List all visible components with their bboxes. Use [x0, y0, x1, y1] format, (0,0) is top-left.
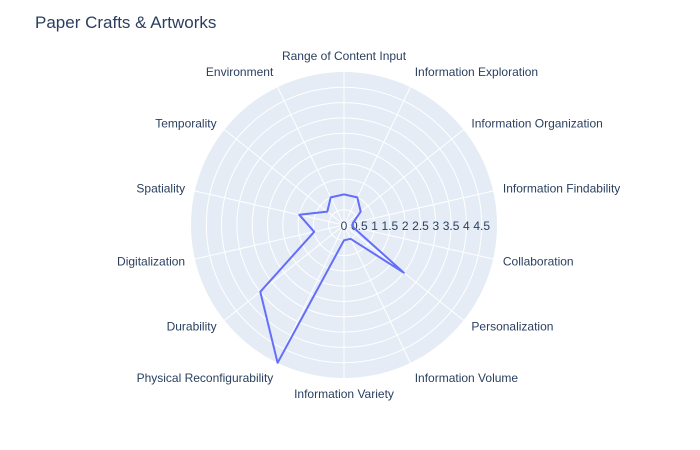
- category-label: Physical Reconfigurability: [137, 371, 274, 385]
- category-label: Personalization: [471, 320, 553, 334]
- radial-tick-label: 1: [371, 219, 378, 233]
- radial-grid-circle: [297, 178, 391, 272]
- category-label: Collaboration: [503, 254, 574, 268]
- radial-tick-label: 4: [463, 219, 470, 233]
- radial-grid-circle: [221, 102, 467, 348]
- chart-title: Paper Crafts & Artworks: [35, 13, 217, 32]
- radial-grid-circle: [267, 148, 421, 302]
- category-label: Durability: [167, 320, 217, 334]
- category-label: Information Exploration: [415, 65, 538, 79]
- radial-grid-circle: [236, 117, 452, 333]
- radial-grid-circle: [282, 163, 406, 287]
- radial-tick-label: 0: [341, 219, 348, 233]
- radial-tick-label: 4.5: [473, 219, 490, 233]
- radial-tick-label: 3: [432, 219, 439, 233]
- radial-tick-label: 1.5: [382, 219, 399, 233]
- series-line: [259, 193, 405, 364]
- category-label: Information Volume: [415, 371, 519, 385]
- category-label: Environment: [206, 65, 274, 79]
- radial-tick-label: 2.5: [412, 219, 429, 233]
- radial-grid-circle: [205, 86, 483, 364]
- category-label: Digitalization: [117, 254, 185, 268]
- category-label: Information Organization: [471, 116, 602, 130]
- category-label: Range of Content Input: [282, 49, 407, 63]
- radial-tick-label: 2: [402, 219, 409, 233]
- category-label: Information Findability: [503, 182, 620, 196]
- radial-grid-circle: [251, 132, 437, 318]
- category-label: Information Variety: [294, 387, 394, 401]
- category-label: Spatiality: [136, 182, 185, 196]
- radial-tick-label: 3.5: [443, 219, 460, 233]
- category-label: Temporality: [155, 116, 216, 130]
